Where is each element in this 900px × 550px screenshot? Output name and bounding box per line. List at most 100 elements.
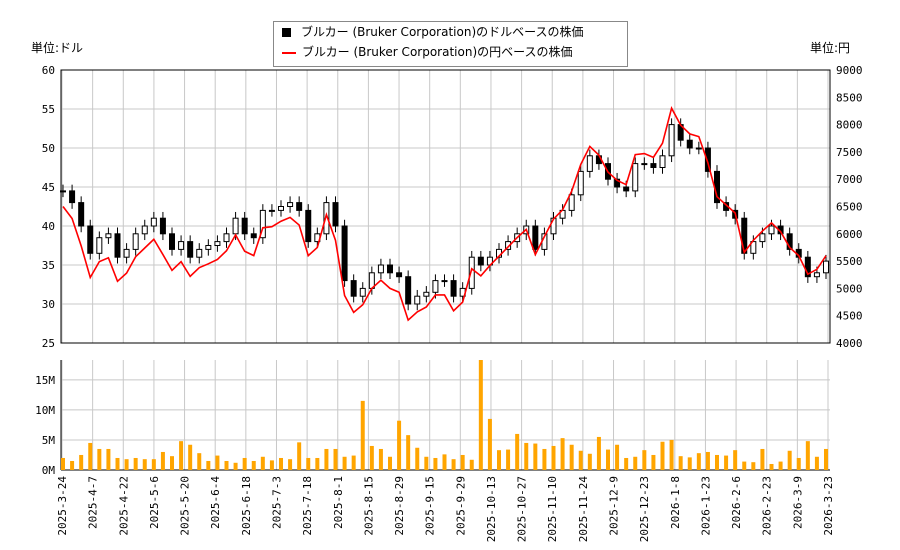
volume-bar (170, 456, 174, 470)
x-tick-label: 2025-11-10 (546, 476, 559, 542)
candle-body (377, 264, 384, 274)
x-tick-label: 2025-8-15 (362, 476, 375, 536)
y-left-tick-label: 50 (42, 142, 55, 155)
y-right-tick-label: 8000 (836, 119, 863, 132)
candle-body (568, 194, 575, 211)
x-tick-label: 2026-1-23 (699, 476, 712, 536)
candle-body (250, 233, 257, 239)
volume-bar (705, 451, 710, 470)
candle-body (659, 155, 666, 169)
volume-bar (288, 459, 293, 470)
y-left-tick-label: 45 (42, 181, 55, 194)
volume-bar (142, 459, 147, 470)
y-left-tick-label: 40 (42, 220, 55, 233)
volume-bar (442, 454, 447, 470)
x-tick-label: 2025-8-1 (332, 476, 345, 529)
candle-body (686, 139, 693, 149)
candle-body (423, 291, 430, 297)
candle-body (132, 233, 139, 250)
volume-bar (778, 461, 783, 470)
candle-body (341, 225, 348, 282)
volume-bar (551, 445, 556, 470)
candle-body (259, 209, 266, 239)
x-tick-label: 2025-7-3 (270, 476, 283, 529)
candle-body (241, 217, 248, 235)
legend-jpy-swatch (282, 51, 296, 54)
y-right-tick-label: 6500 (836, 201, 863, 214)
volume-bar (524, 442, 529, 470)
volume-bar (569, 444, 574, 470)
candle-body (387, 264, 393, 274)
volume-bar (351, 455, 356, 470)
y-right-tick-label: 4500 (836, 310, 863, 323)
candle-body (396, 272, 403, 278)
x-tick-label: 2025-6-18 (240, 476, 253, 536)
candle-body (214, 241, 221, 247)
legend-jpy-label: ブルカー (Bruker Corporation)の円ベースの株価 (302, 45, 573, 59)
x-tick-label: 2026-3-23 (822, 476, 835, 536)
volume-bar (188, 444, 193, 470)
volume-bar (587, 453, 592, 470)
candle-body (414, 295, 421, 305)
price-plot-frame (60, 69, 831, 344)
candle-body (96, 237, 103, 254)
candle-body (278, 206, 284, 211)
volume-bar (478, 360, 483, 470)
volume-bar (297, 442, 302, 470)
y-right-tick-label: 6000 (836, 228, 863, 241)
candle-body (196, 248, 203, 258)
x-tick-label: 2025-7-18 (301, 476, 314, 536)
candle-body (223, 233, 230, 243)
x-tick-label: 2026-2-6 (730, 476, 743, 529)
candle-body (468, 256, 475, 289)
candle-body (813, 272, 820, 278)
volume-bar (97, 448, 102, 470)
candle-body (169, 233, 175, 250)
candle-body (505, 241, 512, 250)
candle-body (78, 202, 85, 227)
candle-body (350, 280, 357, 297)
volume-bar (642, 450, 647, 470)
candle-body (586, 155, 593, 172)
volume-bar (279, 457, 283, 470)
jpy-price-line (62, 106, 827, 322)
volume-bar (179, 441, 184, 470)
candle-body (232, 217, 239, 235)
candle-body (69, 190, 76, 204)
volume-bar (751, 462, 756, 470)
candle-body (804, 256, 811, 278)
volume-bar (215, 455, 220, 470)
volume-bar (660, 441, 665, 470)
x-tick-label: 2026-2-23 (761, 476, 774, 536)
volume-bar (669, 439, 674, 470)
volume-bar (233, 462, 238, 470)
volume-bar (542, 448, 547, 470)
candle-body (614, 178, 621, 188)
x-tick-label: 2025-9-15 (424, 476, 437, 536)
candle-body (178, 241, 185, 250)
y-left-tick-label: 35 (42, 259, 55, 272)
volume-bar (397, 420, 402, 470)
y-left-tick-label: 25 (42, 337, 55, 350)
legend-usd: ブルカー (Bruker Corporation)のドルベースの株価 (274, 22, 627, 42)
y-right-tick-label: 7500 (836, 146, 863, 159)
volume-bar (133, 457, 138, 470)
volume-tick-label: 15M (35, 374, 55, 387)
volume-bar (251, 460, 256, 470)
candle-body (405, 276, 412, 305)
volume-bar (369, 445, 374, 470)
volume-bar (506, 449, 511, 470)
x-tick-label: 2025-12-23 (638, 476, 651, 542)
volume-bar (769, 463, 774, 470)
x-tick-label: 2025-8-29 (393, 476, 406, 536)
candle-body (268, 209, 275, 212)
volume-bar (715, 454, 719, 470)
x-tick-label: 2025-10-27 (516, 476, 529, 542)
volume-bar (333, 448, 338, 470)
volume-bar (687, 457, 692, 470)
candle-body (668, 124, 675, 157)
volume-bar (578, 450, 583, 470)
volume-bar (79, 454, 84, 470)
volume-bar (824, 448, 828, 470)
volume-bar (515, 433, 520, 470)
